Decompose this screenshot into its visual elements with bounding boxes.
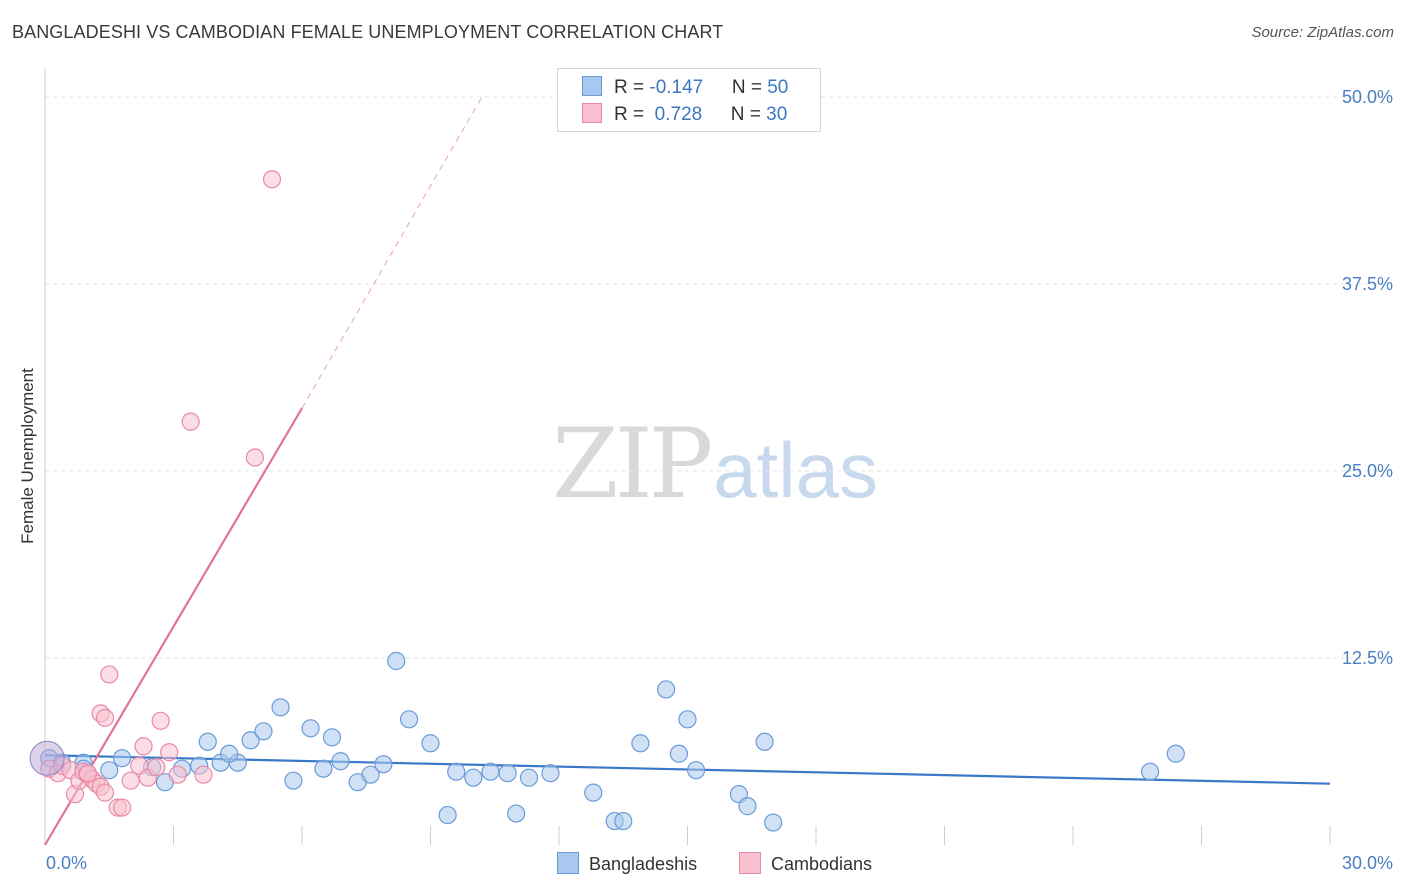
point-bangladeshi xyxy=(374,755,393,774)
legend-n-label: N = xyxy=(730,104,767,125)
point-bangladeshi xyxy=(686,761,706,780)
y-tick-label: 50.0% xyxy=(1342,87,1393,107)
point-bangladeshi xyxy=(322,728,342,747)
point-bangladeshi xyxy=(301,719,320,738)
point-bangladeshi xyxy=(271,698,290,717)
legend-n-value: 50 xyxy=(767,77,789,98)
point-bangladeshi xyxy=(361,765,380,784)
watermark-atlas: atlas xyxy=(713,426,878,514)
point-bangladeshi xyxy=(481,762,500,781)
point-bangladeshi xyxy=(399,710,419,729)
watermark: ZIPatlas xyxy=(552,408,878,520)
point-bangladeshi xyxy=(314,759,333,778)
data-points xyxy=(29,170,1185,832)
legend-n-label: N = xyxy=(731,77,768,98)
legend-row-cambodians: R = 0.728 N = 30 xyxy=(582,103,787,127)
point-bangladeshi xyxy=(100,761,119,780)
trend-line-cambodians-extension xyxy=(301,96,483,409)
point-bangladeshi xyxy=(1140,762,1160,781)
watermark-zip: ZIP xyxy=(552,408,713,520)
y-tick-label: 37.5% xyxy=(1342,274,1393,294)
point-bangladeshi xyxy=(584,783,603,802)
point-cambodian xyxy=(112,798,132,817)
y-tick-label: 12.5% xyxy=(1342,648,1393,668)
point-bangladeshi xyxy=(220,744,239,763)
point-cambodian xyxy=(262,170,282,189)
point-bangladeshi xyxy=(198,732,217,751)
point-bangladeshi xyxy=(738,797,757,816)
point-cluster xyxy=(29,740,65,776)
point-cambodian xyxy=(168,765,187,784)
point-bangladeshi xyxy=(678,710,697,729)
legend-r-value: 0.728 xyxy=(649,104,703,125)
chart-title: BANGLADESHI VS CAMBODIAN FEMALE UNEMPLOY… xyxy=(12,22,724,42)
point-bangladeshi xyxy=(519,768,539,787)
point-cambodian xyxy=(134,737,153,756)
bottom-legend-cambodians: Cambodians xyxy=(739,852,872,875)
point-cambodian xyxy=(245,448,264,467)
point-bangladeshi xyxy=(438,805,457,825)
point-bangladeshi xyxy=(631,734,650,753)
point-bangladeshi xyxy=(464,768,483,787)
legend-n-value: 30 xyxy=(766,104,788,125)
x-tick-label: 30.0% xyxy=(1342,853,1393,873)
source-credit: Source: ZipAtlas.com xyxy=(1251,24,1394,41)
point-bangladeshi xyxy=(764,813,783,832)
point-cambodian xyxy=(194,765,213,784)
y-tick-label: 25.0% xyxy=(1342,461,1393,481)
point-cambodian xyxy=(181,412,200,431)
point-bangladeshi xyxy=(541,764,560,783)
bottom-legend-bangladeshis: Bangladeshis xyxy=(557,852,697,875)
legend-r-label: R = xyxy=(614,104,650,125)
point-bangladeshi xyxy=(498,764,517,783)
axes xyxy=(44,68,1331,845)
point-bangladeshi xyxy=(669,744,689,763)
point-bangladeshi xyxy=(507,804,526,823)
point-bangladeshi xyxy=(331,752,350,771)
point-cambodian xyxy=(160,743,179,762)
point-cambodian xyxy=(78,764,97,783)
point-cambodian xyxy=(147,758,166,777)
point-bangladeshi xyxy=(112,749,132,768)
legend-r-label: R = xyxy=(614,77,650,98)
point-bangladeshi xyxy=(254,722,273,741)
legend-row-bangladeshis: R = -0.147 N = 50 xyxy=(582,76,788,100)
point-cambodian xyxy=(151,711,170,730)
bottom-legend-swatch-cambodians xyxy=(739,852,761,874)
point-cambodian xyxy=(100,665,119,684)
legend-r-value: -0.147 xyxy=(649,77,704,98)
tick-labels: 12.5% 25.0% 37.5% 50.0% 0.0% 30.0% xyxy=(46,87,1393,873)
point-bangladeshi xyxy=(421,734,440,753)
point-bangladeshi xyxy=(447,762,466,781)
point-cambodian xyxy=(121,771,140,790)
point-bangladeshi xyxy=(284,771,303,790)
point-bangladeshi xyxy=(241,731,260,750)
point-bangladeshi xyxy=(614,811,633,831)
point-bangladeshi xyxy=(656,680,676,699)
bottom-legend-label: Cambodians xyxy=(771,854,873,874)
bottom-legend-label: Bangladeshis xyxy=(589,854,698,874)
gridlines xyxy=(45,96,1392,659)
legend-swatch-bangladeshis xyxy=(582,76,602,96)
point-bangladeshi xyxy=(1166,744,1185,763)
point-bangladeshi xyxy=(755,732,774,751)
x-tick-label: 0.0% xyxy=(46,853,87,873)
point-bangladeshi xyxy=(387,651,406,671)
point-cambodian xyxy=(95,783,115,802)
legend-swatch-cambodians xyxy=(582,103,602,123)
bottom-legend-swatch-bangladeshis xyxy=(557,852,579,874)
point-cambodian xyxy=(95,708,115,727)
correlation-legend: R = -0.147 N = 50 R = 0.728 N = 30 xyxy=(557,68,821,132)
